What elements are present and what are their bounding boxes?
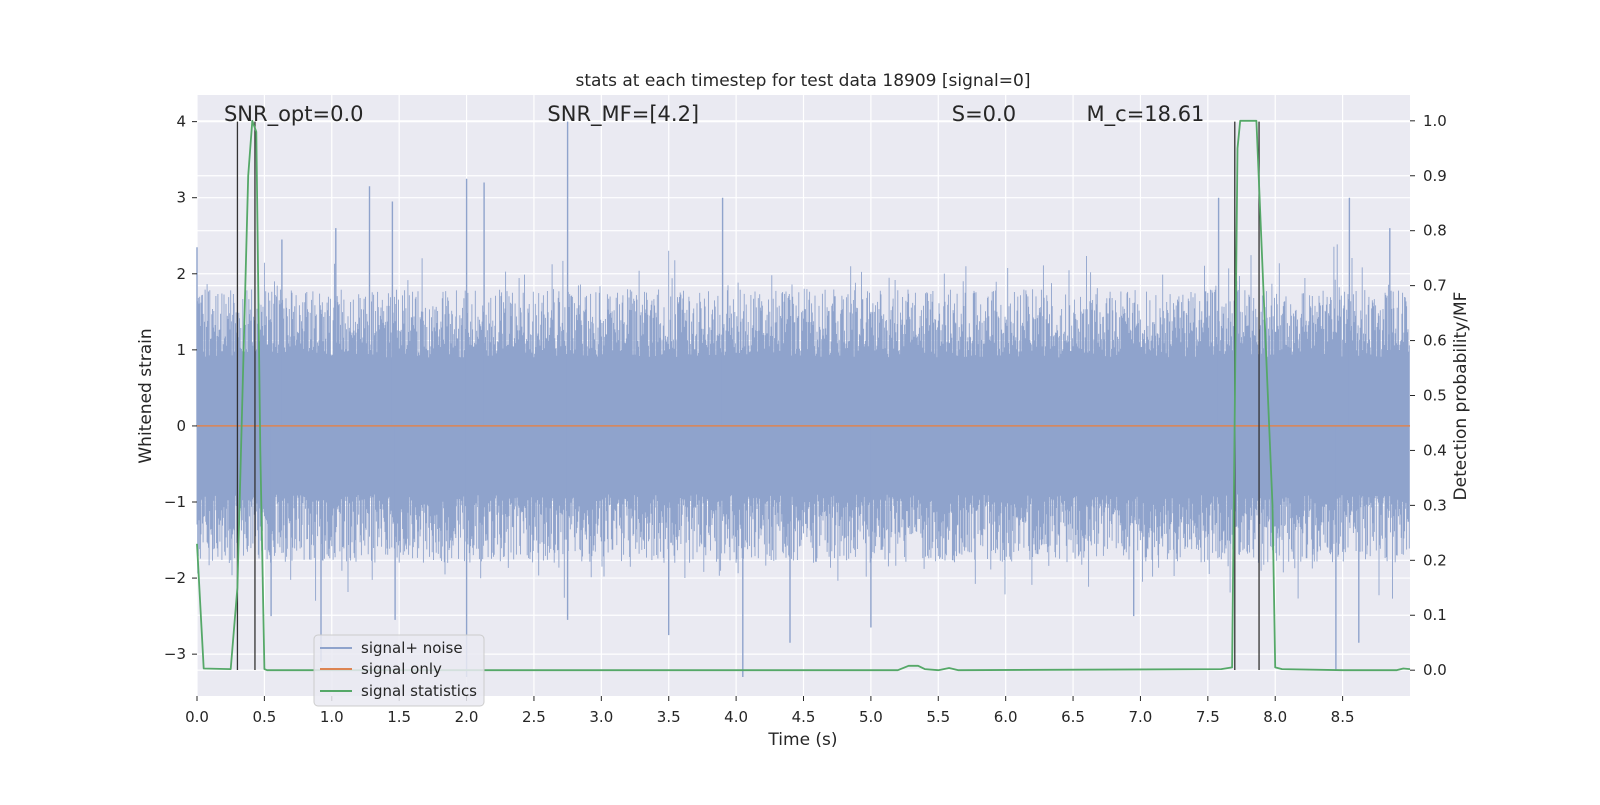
y-tick-labels: −3 −2 −1 0 1 2 3 4 <box>164 113 197 663</box>
x-tick-label: 4.0 <box>724 708 748 726</box>
y-tick-label: 2 <box>176 265 186 283</box>
annotation: SNR_opt=0.0 <box>224 102 364 127</box>
signal-statistics-line <box>196 119 1411 672</box>
x-tick-label: 3.5 <box>657 708 681 726</box>
x-tick-label: 1.5 <box>387 708 411 726</box>
y-tick-label: −1 <box>164 493 186 511</box>
legend-box <box>313 634 485 707</box>
y-tick-label: −3 <box>164 645 186 663</box>
legend-label-signal-plus-noise: signal+ noise <box>361 639 463 657</box>
y2-tick-label: 0.6 <box>1423 332 1447 350</box>
y-axis-label: Whitened strain <box>136 328 156 463</box>
y2-axis-label: Detection probability/MF <box>1451 292 1471 501</box>
y2-tick-label: 0.3 <box>1423 496 1447 514</box>
chart-title: stats at each timestep for test data 189… <box>576 71 1031 91</box>
y2-tick-label: 0.4 <box>1423 441 1447 459</box>
y2-tick-label: 0.8 <box>1423 222 1447 240</box>
x-tick-label: 5.5 <box>926 708 950 726</box>
x-tick-label: 8.0 <box>1263 708 1287 726</box>
annotation: M_c=18.61 <box>1087 102 1205 127</box>
y2-tick-labels: 0.0 0.1 0.2 0.3 0.4 0.5 0.6 0.7 0.8 0.9 1.0 <box>1410 112 1447 679</box>
x-tick-label: 2.5 <box>522 708 546 726</box>
x-tick-label: 7.0 <box>1129 708 1153 726</box>
noise-spikes <box>196 121 1391 677</box>
y-tick-label: 1 <box>176 341 186 359</box>
x-tick-label: 7.5 <box>1196 708 1220 726</box>
legend-label-signal-statistics: signal statistics <box>361 682 477 700</box>
x-tick-label: 5.0 <box>859 708 883 726</box>
x-axis-label: Time (s) <box>767 730 837 750</box>
x-tick-label: 0.5 <box>252 708 276 726</box>
y2-tick-label: 0.1 <box>1423 606 1447 624</box>
series-signal-plus-noise <box>196 121 1410 677</box>
x-tick-label: 1.0 <box>320 708 344 726</box>
series-signal-statistics <box>196 119 1411 672</box>
x-tick-label: 0.0 <box>185 708 209 726</box>
x-tick-label: 2.0 <box>455 708 479 726</box>
x-tick-label: 8.5 <box>1331 708 1355 726</box>
annotations: SNR_opt=0.0 SNR_MF=[4.2] S=0.0 M_c=18.61 <box>224 102 1204 127</box>
x-tick-label: 3.0 <box>589 708 613 726</box>
y2-tick-label: 0.2 <box>1423 551 1447 569</box>
y2-tick-label: 0.0 <box>1423 661 1447 679</box>
y2-tick-label: 0.5 <box>1423 387 1447 405</box>
x-tick-label: 4.5 <box>792 708 816 726</box>
legend: signal+ noise signal only signal statist… <box>313 634 485 707</box>
y2-tick-label: 1.0 <box>1423 112 1447 130</box>
y2-tick-label: 0.7 <box>1423 277 1447 295</box>
x-tick-label: 6.5 <box>1061 708 1085 726</box>
x-tick-label: 6.0 <box>994 708 1018 726</box>
y2-tick-label: 0.9 <box>1423 167 1447 185</box>
y-tick-label: −2 <box>164 569 186 587</box>
legend-label-signal-only: signal only <box>361 660 442 678</box>
y-tick-label: 0 <box>176 417 186 435</box>
annotation: SNR_MF=[4.2] <box>547 102 699 127</box>
x-tick-labels: 0.0 0.5 1.0 1.5 2.0 2.5 3.0 3.5 4.0 4.5 5.0 5.5 6.0 6… <box>185 696 1355 726</box>
y-tick-label: 4 <box>176 113 186 131</box>
annotation: S=0.0 <box>952 102 1016 126</box>
y-tick-label: 3 <box>176 189 186 207</box>
